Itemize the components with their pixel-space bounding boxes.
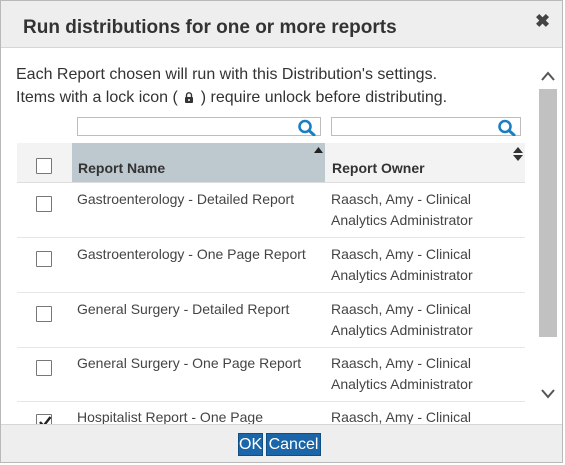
report-name: Gastroenterology - One Page Report: [77, 246, 306, 262]
table-row[interactable]: Gastroenterology - One Page Report Raasc…: [17, 239, 525, 293]
row-checkbox[interactable]: [36, 360, 52, 376]
report-owner-cell: Raasch, Amy - Clinical Analytics Adminis…: [325, 239, 525, 292]
report-owner: Raasch, Amy - Clinical Analytics Adminis…: [331, 191, 473, 228]
row-checkbox[interactable]: [36, 196, 52, 212]
instruction-line-2: Items with a lock icon ( ) require unloc…: [16, 86, 521, 109]
report-owner-cell: Raasch, Amy - Clinical Analytics Adminis…: [325, 184, 525, 237]
scrollbar-thumb[interactable]: [539, 89, 557, 337]
column-header-report-owner[interactable]: Report Owner: [325, 143, 525, 182]
vertical-scrollbar[interactable]: [538, 63, 558, 413]
row-check-cell: [17, 348, 72, 401]
header-check-cell: [17, 143, 72, 182]
chevron-up-icon[interactable]: [538, 65, 558, 87]
search-icon[interactable]: [297, 119, 317, 136]
chevron-down-icon[interactable]: [538, 383, 558, 405]
row-checkbox[interactable]: [36, 251, 52, 267]
cancel-button[interactable]: Cancel: [266, 433, 321, 456]
report-owner: Raasch, Amy - Clinical: [331, 409, 472, 424]
report-owner-filter: [331, 117, 521, 136]
instruction-line-1: Each Report chosen will run with this Di…: [16, 66, 438, 83]
report-name: General Surgery - One Page Report: [77, 355, 302, 371]
dialog-footer: OK Cancel: [1, 424, 562, 462]
row-check-cell: [17, 294, 72, 347]
report-name-search-input[interactable]: [78, 118, 294, 135]
report-name-cell: Hospitalist Report - One Page: [72, 402, 325, 424]
report-owner: Raasch, Amy - Clinical Analytics Adminis…: [331, 355, 473, 392]
dialog-titlebar: Run distributions for one or more report…: [1, 1, 562, 48]
sort-icon: [513, 147, 523, 161]
table-row[interactable]: General Surgery - One Page Report Raasch…: [17, 348, 525, 402]
report-owner-cell: Raasch, Amy - Clinical: [325, 402, 525, 424]
sort-ascending-icon: [314, 147, 323, 153]
instruction-line-2-end: ) require unlock before distributing.: [200, 89, 448, 106]
reports-table: Report Name Report Owner Gastroenterolog…: [17, 143, 525, 424]
report-name-cell: Gastroenterology - Detailed Report: [72, 184, 325, 237]
report-owner-search-input[interactable]: [332, 118, 494, 135]
row-check-cell: [17, 402, 72, 424]
dialog-title: Run distributions for one or more report…: [23, 17, 397, 38]
report-name: Gastroenterology - Detailed Report: [77, 191, 295, 207]
report-name-cell: General Surgery - Detailed Report: [72, 294, 325, 347]
report-name: Hospitalist Report - One Page: [77, 409, 263, 424]
close-icon[interactable]: ✖: [535, 11, 551, 31]
column-header-report-name[interactable]: Report Name: [72, 143, 325, 182]
row-check-cell: [17, 184, 72, 237]
report-name-header-label: Report Name: [78, 160, 166, 176]
row-checkbox[interactable]: [36, 306, 52, 322]
instructions-text: Each Report chosen will run with this Di…: [16, 63, 521, 109]
checkmark-icon: [39, 416, 52, 424]
table-header: Report Name Report Owner: [17, 143, 525, 183]
report-owner: Raasch, Amy - Clinical Analytics Adminis…: [331, 301, 473, 338]
row-checkbox[interactable]: [36, 414, 52, 424]
report-owner: Raasch, Amy - Clinical Analytics Adminis…: [331, 246, 473, 283]
table-row[interactable]: Hospitalist Report - One Page Raasch, Am…: [17, 402, 525, 424]
table-row[interactable]: Gastroenterology - Detailed Report Raasc…: [17, 184, 525, 238]
row-check-cell: [17, 239, 72, 292]
report-name-cell: General Surgery - One Page Report: [72, 348, 325, 401]
search-icon[interactable]: [497, 119, 517, 136]
ok-button[interactable]: OK: [238, 433, 263, 456]
lock-icon: [185, 92, 194, 103]
instruction-line-2-start: Items with a lock icon (: [16, 89, 178, 106]
report-name-cell: Gastroenterology - One Page Report: [72, 239, 325, 292]
report-owner-header-label: Report Owner: [332, 160, 425, 176]
table-row[interactable]: General Surgery - Detailed Report Raasch…: [17, 294, 525, 348]
report-name-filter: [77, 117, 321, 136]
select-all-checkbox[interactable]: [36, 158, 52, 174]
report-owner-cell: Raasch, Amy - Clinical Analytics Adminis…: [325, 348, 525, 401]
report-owner-cell: Raasch, Amy - Clinical Analytics Adminis…: [325, 294, 525, 347]
report-name: General Surgery - Detailed Report: [77, 301, 290, 317]
